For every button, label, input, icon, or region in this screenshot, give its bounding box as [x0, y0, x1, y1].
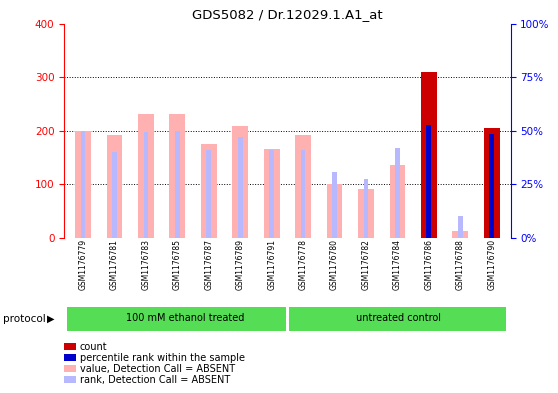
Bar: [206, 151, 211, 238]
Bar: [143, 132, 148, 238]
Text: 100 mM ethanol treated: 100 mM ethanol treated: [126, 313, 244, 323]
Bar: [295, 135, 311, 238]
Text: protocol: protocol: [3, 314, 46, 324]
Text: GSM1176782: GSM1176782: [362, 239, 371, 290]
Text: untreated control: untreated control: [357, 313, 441, 323]
Text: GSM1176789: GSM1176789: [235, 239, 245, 290]
Title: GDS5082 / Dr.12029.1.A1_at: GDS5082 / Dr.12029.1.A1_at: [192, 8, 383, 21]
Bar: [289, 307, 506, 331]
Text: GSM1176785: GSM1176785: [173, 239, 182, 290]
Bar: [332, 173, 337, 238]
Bar: [107, 135, 122, 238]
Bar: [389, 165, 405, 238]
Text: GSM1176788: GSM1176788: [456, 239, 465, 290]
Bar: [421, 72, 437, 238]
Text: GSM1176791: GSM1176791: [267, 239, 276, 290]
Bar: [75, 130, 91, 238]
Bar: [358, 189, 374, 238]
Bar: [264, 149, 280, 238]
Text: GSM1176787: GSM1176787: [204, 239, 213, 290]
Bar: [201, 144, 217, 238]
Text: GSM1176780: GSM1176780: [330, 239, 339, 290]
Text: GSM1176786: GSM1176786: [424, 239, 434, 290]
Text: ▶: ▶: [47, 314, 55, 324]
Bar: [489, 134, 494, 238]
Text: GSM1176779: GSM1176779: [79, 239, 88, 290]
Bar: [426, 125, 431, 238]
Bar: [170, 114, 185, 238]
Text: value, Detection Call = ABSENT: value, Detection Call = ABSENT: [80, 364, 235, 374]
Bar: [364, 179, 368, 238]
Bar: [458, 216, 463, 238]
Bar: [68, 307, 286, 331]
Text: GSM1176783: GSM1176783: [141, 239, 151, 290]
Text: GSM1176778: GSM1176778: [299, 239, 307, 290]
Bar: [270, 151, 274, 238]
Bar: [301, 151, 305, 238]
Bar: [175, 130, 180, 238]
Bar: [453, 231, 468, 238]
Bar: [395, 148, 400, 238]
Bar: [238, 137, 243, 238]
Text: percentile rank within the sample: percentile rank within the sample: [80, 353, 245, 363]
Text: GSM1176790: GSM1176790: [487, 239, 496, 290]
Text: rank, Detection Call = ABSENT: rank, Detection Call = ABSENT: [80, 375, 230, 385]
Text: GSM1176781: GSM1176781: [110, 239, 119, 290]
Bar: [112, 152, 117, 238]
Bar: [326, 184, 343, 238]
Bar: [232, 127, 248, 238]
Bar: [484, 128, 499, 238]
Text: GSM1176784: GSM1176784: [393, 239, 402, 290]
Bar: [138, 114, 154, 238]
Bar: [81, 130, 85, 238]
Text: count: count: [80, 342, 108, 352]
